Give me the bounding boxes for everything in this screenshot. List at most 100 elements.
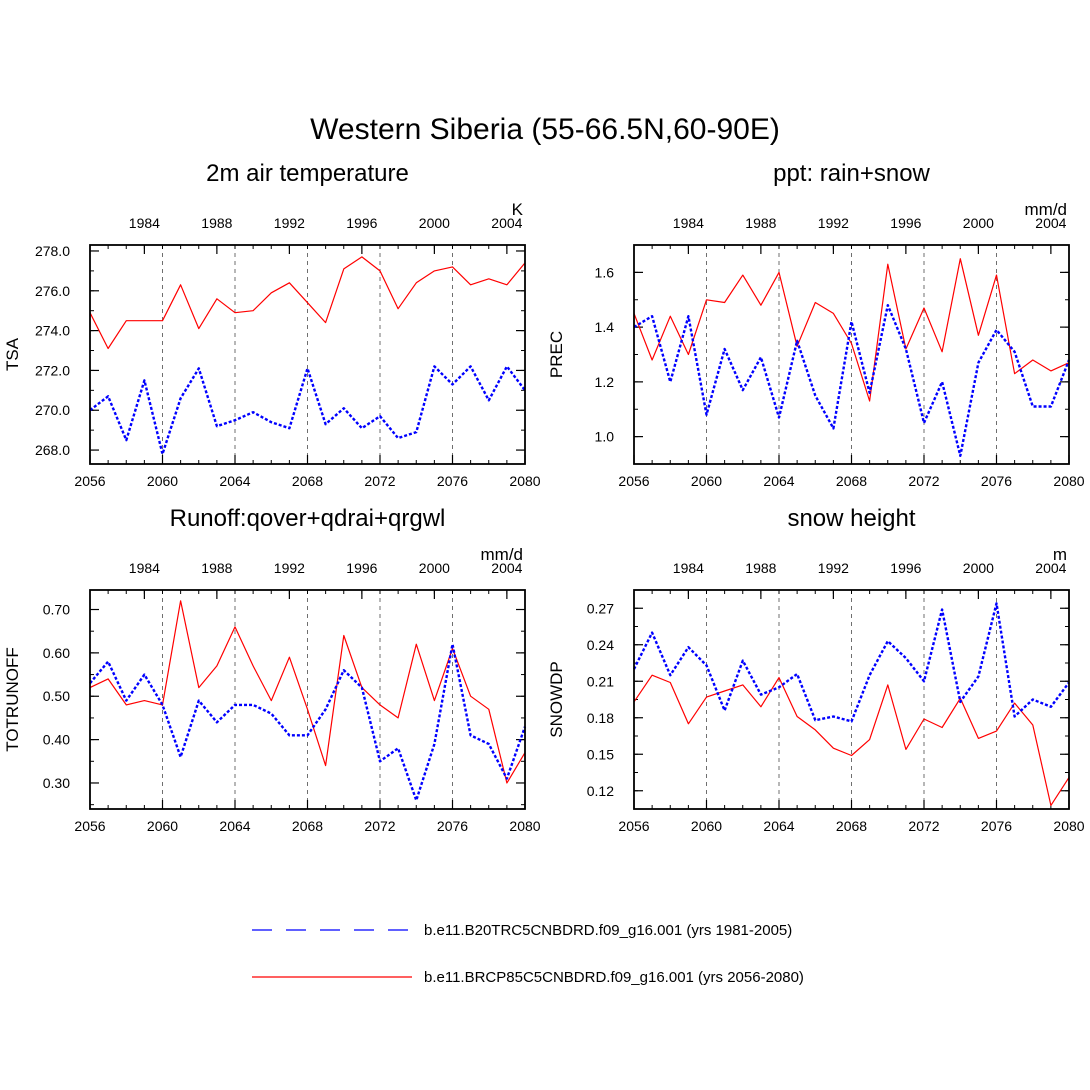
- legend-label-1: b.e11.B20TRC5CNBDRD.f09_g16.001 (yrs 198…: [424, 922, 792, 939]
- series-future-line: [633, 674, 1070, 807]
- x-tick-label-bottom: 2068: [836, 473, 867, 489]
- x-tick-label-top: 2004: [491, 560, 522, 576]
- y-tick-label: 0.40: [43, 732, 70, 748]
- chart-panel-3: Runoff:qover+qdrai+qrgwl mm/d TOTRUNOFF 205…: [3, 505, 541, 834]
- y-tick-label: 0.12: [587, 783, 614, 799]
- series-future-line: [89, 600, 526, 784]
- main-title: Western Siberia (55-66.5N,60-90E): [310, 113, 780, 146]
- plot-frame: [633, 244, 1070, 465]
- y-tick-label: 1.4: [595, 319, 615, 335]
- x-tick-label-top: 2000: [963, 215, 994, 231]
- x-tick-label-bottom: 2064: [219, 473, 250, 489]
- y-tick-label: 0.15: [587, 746, 614, 762]
- x-tick-label-bottom: 2060: [691, 818, 722, 834]
- x-tick-label-bottom: 2064: [763, 818, 794, 834]
- x-tick-label-top: 1988: [745, 560, 776, 576]
- x-tick-label-bottom: 2072: [364, 818, 395, 834]
- plot-frame: [89, 244, 526, 465]
- x-tick-label-top: 1996: [890, 560, 921, 576]
- y-tick-label: 270.0: [35, 402, 70, 418]
- units-label: m: [1053, 545, 1067, 564]
- x-tick-label-bottom: 2072: [364, 473, 395, 489]
- y-tick-label: 0.70: [43, 602, 70, 618]
- y-tick-label: 0.30: [43, 775, 70, 791]
- series-historical-line: [632, 602, 1070, 723]
- x-tick-label-bottom: 2056: [74, 473, 105, 489]
- x-tick-label-bottom: 2056: [618, 818, 649, 834]
- panels: 2m air temperature K TSA 2056 2060 2064 2068 20…: [3, 160, 1085, 834]
- series-future-line: [633, 258, 1070, 402]
- x-tick-label-top: 2004: [491, 215, 522, 231]
- y-tick-label: 0.50: [43, 688, 70, 704]
- y-tick-label: 0.18: [587, 710, 614, 726]
- chart-panel-1: 2m air temperature K TSA 2056 2060 2064 2068 20…: [3, 160, 541, 489]
- panel-title: ppt: rain+snow: [773, 160, 930, 187]
- units-label: mm/d: [1025, 200, 1068, 219]
- plot-frame: [633, 589, 1070, 810]
- plot-frame: [89, 589, 526, 810]
- x-tick-label-bottom: 2060: [691, 473, 722, 489]
- y-tick-label: 268.0: [35, 442, 70, 458]
- x-tick-label-bottom: 2068: [292, 818, 323, 834]
- x-tick-label-top: 2004: [1035, 215, 1066, 231]
- x-tick-label-bottom: 2080: [509, 818, 540, 834]
- x-tick-label-top: 2000: [419, 215, 450, 231]
- x-tick-label-top: 1996: [346, 560, 377, 576]
- x-tick-label-bottom: 2068: [292, 473, 323, 489]
- panel-title: Runoff:qover+qdrai+qrgwl: [170, 505, 446, 532]
- x-tick-label-top: 1992: [818, 215, 849, 231]
- x-tick-label-top: 1996: [890, 215, 921, 231]
- y-tick-label: 0.27: [587, 600, 614, 616]
- y-tick-label: 0.24: [587, 637, 614, 653]
- chart-panel-2: ppt: rain+snow mm/d PREC 2056 2060 2064 2068 20…: [547, 160, 1085, 489]
- x-tick-label-bottom: 2056: [618, 473, 649, 489]
- x-tick-label-top: 1988: [745, 215, 776, 231]
- x-tick-label-bottom: 2068: [836, 818, 867, 834]
- y-tick-label: 0.60: [43, 645, 70, 661]
- x-tick-label-top: 1984: [129, 215, 160, 231]
- x-tick-label-top: 1992: [274, 560, 305, 576]
- x-tick-label-bottom: 2076: [981, 818, 1012, 834]
- x-tick-label-top: 2000: [963, 560, 994, 576]
- x-tick-label-bottom: 2080: [509, 473, 540, 489]
- y-tick-label: 1.2: [595, 374, 615, 390]
- y-tick-label: 278.0: [35, 243, 70, 259]
- legend-label-2: b.e11.BRCP85C5CNBDRD.f09_g16.001 (yrs 20…: [424, 969, 804, 986]
- series-future-line: [89, 256, 526, 350]
- x-tick-label-bottom: 2056: [74, 818, 105, 834]
- x-tick-label-top: 1992: [818, 560, 849, 576]
- x-tick-label-bottom: 2076: [437, 818, 468, 834]
- x-tick-label-top: 1988: [201, 560, 232, 576]
- panel-title: 2m air temperature: [206, 160, 409, 187]
- x-tick-label-top: 2004: [1035, 560, 1066, 576]
- y-tick-label: 276.0: [35, 283, 70, 299]
- y-tick-label: 1.6: [595, 264, 615, 280]
- panel-title: snow height: [787, 505, 915, 532]
- x-tick-label-top: 1992: [274, 215, 305, 231]
- x-tick-label-top: 1984: [673, 215, 704, 231]
- x-tick-label-top: 1984: [673, 560, 704, 576]
- x-tick-label-bottom: 2060: [147, 473, 178, 489]
- x-tick-label-top: 2000: [419, 560, 450, 576]
- x-tick-label-bottom: 2076: [981, 473, 1012, 489]
- legend: b.e11.B20TRC5CNBDRD.f09_g16.001 (yrs 198…: [252, 922, 804, 986]
- y-axis-label: PREC: [547, 331, 566, 378]
- x-tick-label-bottom: 2080: [1053, 818, 1084, 834]
- chart-panel-4: snow height m SNOWDP 2056 2060 2064 2068 2072 20…: [547, 505, 1085, 834]
- x-tick-label-top: 1984: [129, 560, 160, 576]
- series-historical-line: [89, 365, 526, 456]
- y-tick-label: 0.21: [587, 673, 614, 689]
- x-tick-label-bottom: 2072: [908, 818, 939, 834]
- series-historical-line: [89, 643, 527, 802]
- y-axis-label: TOTRUNOFF: [3, 647, 22, 752]
- y-tick-label: 272.0: [35, 362, 70, 378]
- x-tick-label-bottom: 2064: [219, 818, 250, 834]
- units-label: K: [512, 200, 524, 219]
- x-tick-label-bottom: 2060: [147, 818, 178, 834]
- x-tick-label-bottom: 2076: [437, 473, 468, 489]
- y-tick-label: 1.0: [595, 429, 615, 445]
- x-tick-label-bottom: 2072: [908, 473, 939, 489]
- x-tick-label-bottom: 2080: [1053, 473, 1084, 489]
- y-axis-label: TSA: [3, 337, 22, 371]
